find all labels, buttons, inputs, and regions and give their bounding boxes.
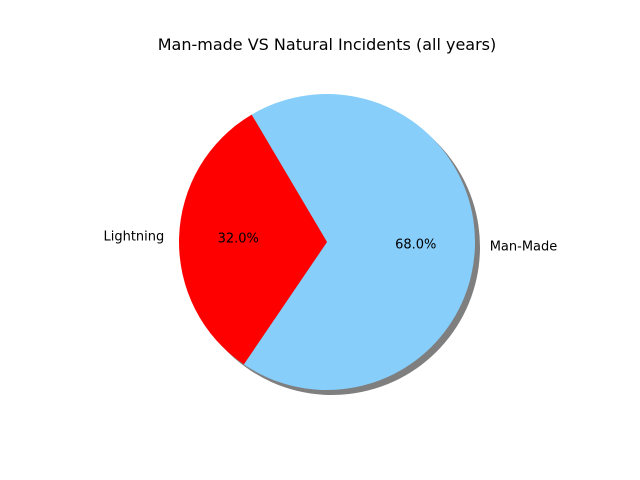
- slice-label-man-made: Man-Made: [490, 240, 558, 255]
- pie-slices: [178, 94, 475, 390]
- pie-slice-lightning: [178, 114, 327, 365]
- pie-slice-man-made: [243, 94, 475, 390]
- slice-percent-man-made: 68.0%: [395, 237, 436, 252]
- slice-label-lightning: Lightning: [103, 229, 164, 244]
- slice-percent-lightning: 32.0%: [218, 232, 259, 247]
- chart-title: Man-made VS Natural Incidents (all years…: [158, 35, 497, 54]
- pie-labels: Man-Made 68.0% Lightning 32.0%: [103, 229, 557, 254]
